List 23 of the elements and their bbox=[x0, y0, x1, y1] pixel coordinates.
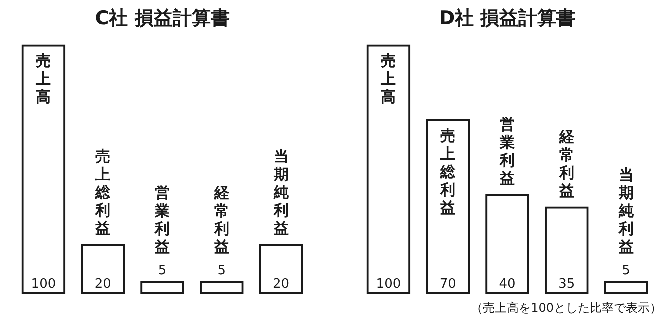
data-label: 5 bbox=[158, 263, 167, 278]
chart-title: C社 損益計算書 bbox=[95, 7, 230, 30]
category-label: 経常利益 bbox=[214, 184, 230, 256]
data-label: 100 bbox=[31, 276, 56, 292]
data-label: 35 bbox=[558, 276, 576, 292]
category-label: 売上高 bbox=[36, 52, 52, 106]
data-label: 40 bbox=[499, 276, 516, 292]
category-label: 当期純利益 bbox=[274, 148, 289, 238]
category-label: 売上総利益 bbox=[96, 148, 111, 238]
data-label: 20 bbox=[273, 276, 290, 292]
category-label: 営業利益 bbox=[500, 116, 515, 188]
data-label: 100 bbox=[376, 276, 402, 292]
category-label: 当期純利益 bbox=[618, 166, 634, 256]
data-label: 5 bbox=[218, 263, 226, 278]
chart-title: D社 損益計算書 bbox=[439, 7, 576, 30]
category-label: 営業利益 bbox=[155, 184, 170, 256]
data-label: 5 bbox=[622, 263, 630, 278]
category-label: 経常利益 bbox=[559, 128, 574, 200]
data-label: 20 bbox=[94, 276, 112, 292]
data-label: 70 bbox=[440, 276, 456, 292]
category-label: 売上総利益 bbox=[440, 126, 456, 217]
text: （売上高を100とした比率で表示） bbox=[470, 300, 663, 317]
category-label: 売上高 bbox=[381, 52, 396, 106]
